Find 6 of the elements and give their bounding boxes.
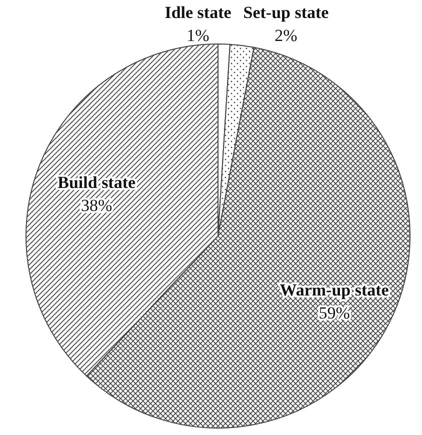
data-label: 2% — [274, 26, 298, 45]
slice-label: Warm-up state — [280, 280, 390, 300]
slice-label: Set-up state — [243, 3, 330, 22]
slice-label: Idle state — [164, 3, 232, 22]
data-label: 1% — [186, 26, 210, 45]
data-label: 59% — [318, 303, 350, 322]
